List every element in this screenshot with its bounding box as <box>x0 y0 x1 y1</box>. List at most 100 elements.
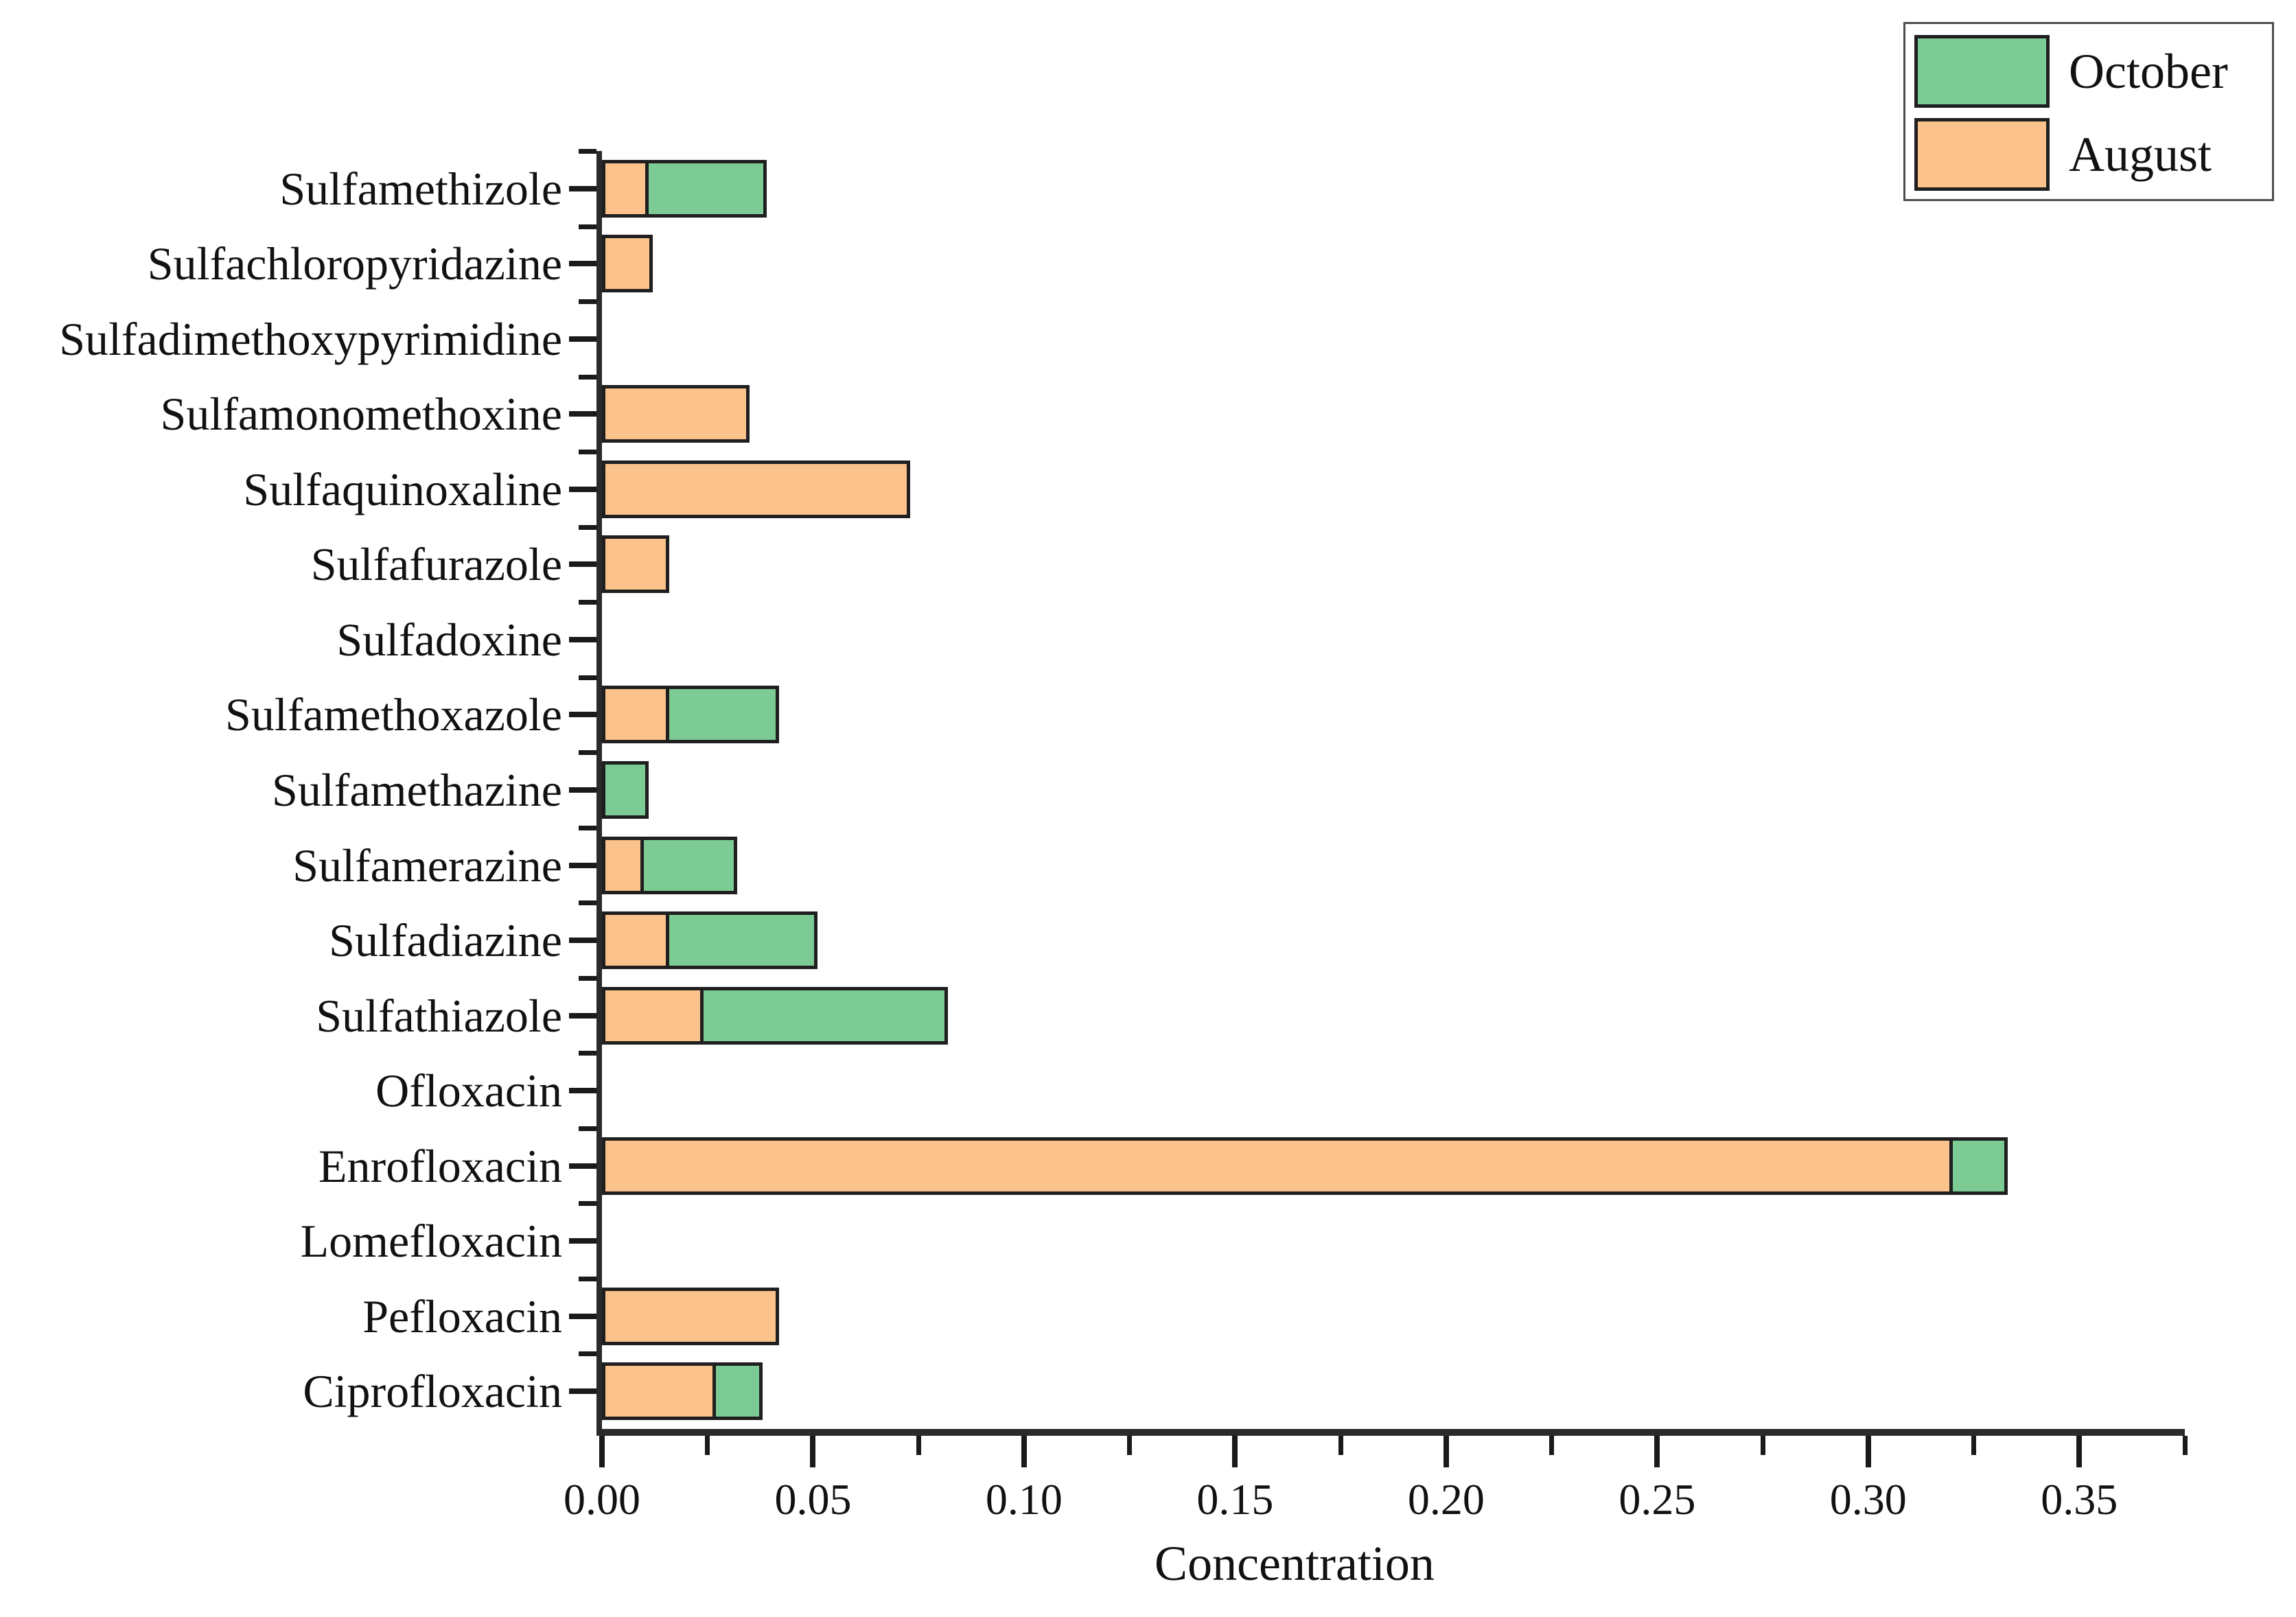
bar-segment-october <box>666 911 817 970</box>
category-label: Lomefloxacin <box>300 1215 562 1268</box>
category-label: Sulfadiazine <box>329 914 562 967</box>
x-minor-tick <box>916 1436 921 1455</box>
bar-segment-october <box>645 159 767 218</box>
category-label: Sulfamerazine <box>292 839 562 892</box>
category-label: Sulfamethazine <box>272 764 562 816</box>
y-axis-line <box>596 151 602 1436</box>
bar-segment-october <box>712 1362 763 1421</box>
x-major-tick <box>810 1436 816 1467</box>
x-axis-title: Concentration <box>1155 1536 1435 1591</box>
legend: October August <box>1903 22 2274 201</box>
y-major-tick <box>569 636 596 642</box>
y-minor-tick <box>579 1051 596 1056</box>
x-minor-tick <box>2182 1436 2188 1455</box>
y-minor-tick <box>579 750 596 756</box>
y-major-tick <box>569 261 596 267</box>
y-major-tick <box>569 561 596 568</box>
category-label: Pefloxacin <box>362 1290 562 1342</box>
bar-segment-august <box>602 1137 1953 1195</box>
category-label: Sulfamethizole <box>279 162 562 215</box>
x-major-tick <box>2076 1436 2083 1467</box>
bar-segment-august <box>602 235 653 293</box>
y-major-tick <box>569 1163 596 1169</box>
category-label: Enrofloxacin <box>318 1139 562 1192</box>
x-major-tick <box>1443 1436 1449 1467</box>
y-minor-tick <box>579 600 596 605</box>
y-major-tick <box>569 336 596 342</box>
legend-item-august: August <box>1914 114 2264 195</box>
bar-segment-august <box>602 686 670 744</box>
bar-segment-october <box>602 761 649 819</box>
x-tick-label: 0.05 <box>774 1475 852 1524</box>
y-major-tick <box>569 411 596 417</box>
y-major-tick <box>569 185 596 191</box>
bar-segment-august <box>602 159 649 218</box>
x-axis-line <box>596 1429 2185 1436</box>
category-label: Sulfafurazole <box>310 538 562 591</box>
x-major-tick <box>1232 1436 1238 1467</box>
bar-segment-august <box>602 986 704 1045</box>
bar-segment-august <box>602 460 910 518</box>
x-minor-tick <box>705 1436 710 1455</box>
x-major-tick <box>1654 1436 1660 1467</box>
category-label: Sulfaquinoxaline <box>243 463 562 515</box>
x-minor-tick <box>1127 1436 1133 1455</box>
y-major-tick <box>569 1088 596 1094</box>
legend-item-october: October <box>1914 31 2264 112</box>
y-minor-tick <box>579 1351 596 1357</box>
y-minor-tick <box>579 374 596 380</box>
x-tick-label: 0.20 <box>1407 1475 1485 1524</box>
y-minor-tick <box>579 975 596 981</box>
y-major-tick <box>569 787 596 793</box>
x-tick-label: 0.35 <box>2041 1475 2118 1524</box>
bar-segment-august <box>602 836 645 894</box>
x-tick-label: 0.10 <box>985 1475 1063 1524</box>
y-minor-tick <box>579 524 596 530</box>
category-label: Sulfadimethoxypyrimidine <box>59 312 562 365</box>
legend-label-october: October <box>2069 44 2228 99</box>
y-major-tick <box>569 938 596 944</box>
category-label: Sulfachloropyridazine <box>147 237 562 290</box>
category-label: Sulfamethoxazole <box>225 688 562 741</box>
bar-segment-august <box>602 1287 780 1345</box>
y-minor-tick <box>579 224 596 229</box>
y-major-tick <box>569 1012 596 1019</box>
legend-label-august: August <box>2069 127 2212 182</box>
category-label: Sulfathiazole <box>316 989 562 1042</box>
bar-segment-october <box>1949 1137 2008 1195</box>
legend-swatch-october <box>1914 35 2050 108</box>
bar-segment-august <box>602 911 670 970</box>
bar-segment-october <box>666 686 780 744</box>
x-tick-label: 0.15 <box>1196 1475 1274 1524</box>
bar-segment-august <box>602 1362 717 1421</box>
legend-swatch-august <box>1914 118 2050 191</box>
y-minor-tick <box>579 1276 596 1281</box>
y-major-tick <box>569 486 596 492</box>
x-major-tick <box>599 1436 605 1467</box>
y-minor-tick <box>579 900 596 906</box>
y-minor-tick <box>579 450 596 455</box>
y-minor-tick <box>579 1126 596 1131</box>
x-tick-label: 0.25 <box>1619 1475 1696 1524</box>
category-label: Sulfamonomethoxine <box>160 388 562 441</box>
x-major-tick <box>1865 1436 1871 1467</box>
bar-segment-october <box>640 836 737 894</box>
y-major-tick <box>569 1388 596 1395</box>
category-label: Sulfadoxine <box>336 613 562 666</box>
x-minor-tick <box>1971 1436 1977 1455</box>
x-minor-tick <box>1549 1436 1555 1455</box>
bar-segment-august <box>602 385 750 443</box>
x-minor-tick <box>1338 1436 1343 1455</box>
bar-segment-august <box>602 535 670 594</box>
x-tick-label: 0.30 <box>1829 1475 1907 1524</box>
x-major-tick <box>1021 1436 1027 1467</box>
category-label: Ofloxacin <box>375 1065 562 1117</box>
y-major-tick <box>569 1238 596 1244</box>
x-minor-tick <box>1760 1436 1765 1455</box>
bar-segment-october <box>699 986 949 1045</box>
y-minor-tick <box>579 149 596 154</box>
x-tick-label: 0.00 <box>564 1475 640 1524</box>
y-minor-tick <box>579 299 596 305</box>
y-major-tick <box>569 1313 596 1319</box>
